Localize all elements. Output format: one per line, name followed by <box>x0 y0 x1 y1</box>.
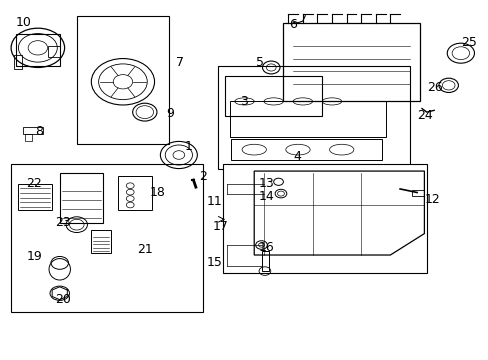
Bar <box>261 251 268 271</box>
Bar <box>77 16 169 144</box>
Text: 7: 7 <box>176 55 184 69</box>
Text: 14: 14 <box>259 190 274 203</box>
Bar <box>222 164 426 273</box>
Text: 8: 8 <box>35 125 43 138</box>
Text: 12: 12 <box>424 193 439 206</box>
Text: 17: 17 <box>212 220 228 233</box>
Text: 24: 24 <box>416 109 432 122</box>
Text: 15: 15 <box>206 256 222 269</box>
Text: 25: 25 <box>460 36 476 49</box>
Bar <box>230 139 381 160</box>
Text: 5: 5 <box>255 55 264 69</box>
Text: 20: 20 <box>55 293 71 306</box>
Text: 11: 11 <box>206 195 222 208</box>
Text: 19: 19 <box>27 250 42 263</box>
Bar <box>411 190 424 196</box>
Text: 26: 26 <box>426 81 442 94</box>
Text: 18: 18 <box>149 186 165 199</box>
Bar <box>60 173 103 223</box>
Text: 10: 10 <box>16 16 32 29</box>
Bar <box>283 23 419 102</box>
Text: 23: 23 <box>55 216 70 229</box>
Bar <box>23 127 42 134</box>
Bar <box>118 176 152 210</box>
Text: 2: 2 <box>199 170 207 183</box>
Text: 9: 9 <box>166 107 174 120</box>
Text: 4: 4 <box>292 150 301 163</box>
Bar <box>14 55 22 69</box>
Bar <box>229 102 385 137</box>
Bar <box>91 230 111 253</box>
Bar <box>217 66 409 169</box>
Bar <box>25 134 31 141</box>
Bar <box>19 184 52 210</box>
Bar <box>224 76 322 116</box>
Text: 16: 16 <box>259 241 274 255</box>
Bar <box>11 164 203 312</box>
Text: 3: 3 <box>239 95 247 108</box>
Text: 21: 21 <box>137 243 153 256</box>
Text: 13: 13 <box>259 177 274 190</box>
Text: 6: 6 <box>288 18 296 31</box>
Text: 1: 1 <box>184 140 192 153</box>
Bar <box>16 33 60 66</box>
Text: 22: 22 <box>26 177 41 190</box>
Bar <box>47 46 60 57</box>
